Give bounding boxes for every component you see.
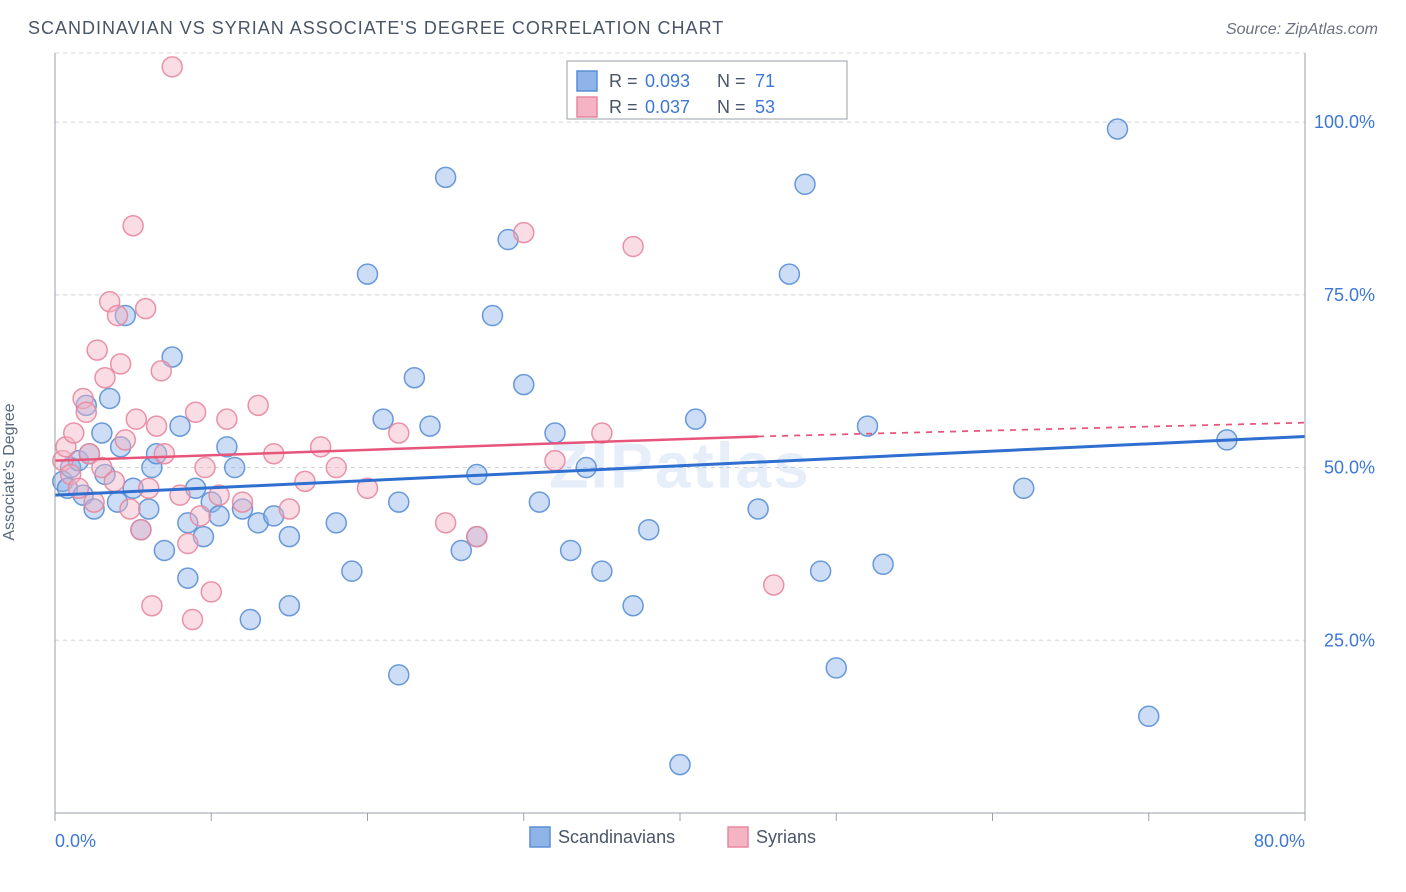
svg-text:N =: N = [717,71,746,91]
svg-text:53: 53 [755,97,775,117]
svg-text:25.0%: 25.0% [1324,630,1375,650]
svg-text:Syrians: Syrians [756,827,816,847]
svg-text:0.0%: 0.0% [55,831,96,851]
legend-top: R = 0.093 N = 71 R = 0.037 N = 53 [567,61,847,119]
svg-text:R =: R = [609,97,638,117]
svg-text:N =: N = [717,97,746,117]
svg-text:80.0%: 80.0% [1254,831,1305,851]
y-axis-label: Associate's Degree [1,403,19,540]
svg-text:0.037: 0.037 [645,97,690,117]
scatter-chart: ZIPatlas0.0%80.0%25.0%50.0%75.0%100.0%R … [0,43,1406,883]
svg-text:100.0%: 100.0% [1314,112,1375,132]
svg-text:0.093: 0.093 [645,71,690,91]
chart-title: SCANDINAVIAN VS SYRIAN ASSOCIATE'S DEGRE… [28,18,724,39]
svg-text:R =: R = [609,71,638,91]
svg-text:50.0%: 50.0% [1324,458,1375,478]
svg-text:71: 71 [755,71,775,91]
source-label: Source: ZipAtlas.com [1226,21,1378,39]
svg-text:Scandinavians: Scandinavians [558,827,675,847]
svg-text:75.0%: 75.0% [1324,285,1375,305]
legend-bottom: Scandinavians Syrians [530,827,816,847]
